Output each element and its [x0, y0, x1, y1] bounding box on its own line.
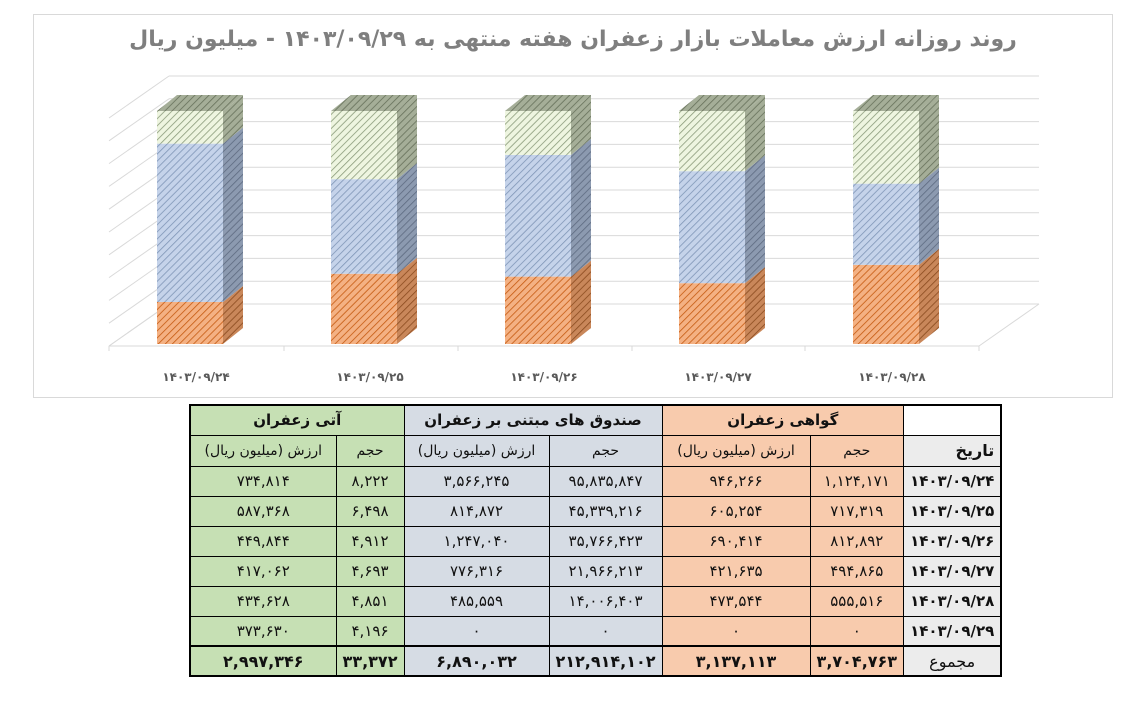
chart-frame: روند روزانه ارزش معاملات بازار زعفران هف… [33, 14, 1113, 398]
fund-volume: ۲۱,۹۶۶,۲۱۳ [548, 555, 663, 587]
row-date: ۱۴۰۳/۰۹/۲۶ [903, 525, 1002, 557]
cert-volume: ۰ [809, 615, 905, 647]
fund-value: ۱,۲۴۷,۰۴۰ [403, 525, 550, 557]
futures-value: ۳۷۳,۶۳۰ [189, 615, 337, 647]
cert-value: ۰ [661, 615, 811, 647]
total-futures-value: ۲,۹۹۷,۳۴۶ [189, 645, 337, 677]
empty-corner-cell [903, 405, 1002, 436]
table-total-row: مجموع ۳,۷۰۴,۷۶۳ ۳,۱۳۷,۱۱۳ ۲۱۲,۹۱۴,۱۰۲ ۶,… [189, 645, 1002, 677]
table-group-header-row: گواهی زعفران صندوق های مبتنی بر زعفران آ… [189, 404, 1002, 436]
futures-volume: ۴,۹۱۲ [335, 525, 405, 557]
fund-value: ۴۸۵,۵۵۹ [403, 585, 550, 617]
futures-volume: ۴,۶۹۳ [335, 555, 405, 587]
total-fund-volume: ۲۱۲,۹۱۴,۱۰۲ [548, 645, 663, 677]
fund-volume: ۰ [548, 615, 663, 647]
x-axis-label: ۱۴۰۳/۰۹/۲۷ [684, 370, 752, 384]
x-axis-label: ۱۴۰۳/۰۹/۲۴ [162, 370, 229, 384]
fund-volume: ۱۴,۰۰۶,۴۰۳ [548, 585, 663, 617]
x-axis-label: ۱۴۰۳/۰۹/۲۸ [858, 370, 926, 384]
table-row: ۱۴۰۳/۰۹/۲۹ ۰ ۰ ۰ ۰ ۴,۱۹۶ ۳۷۳,۶۳۰ [189, 615, 1002, 647]
total-futures-volume: ۳۳,۳۷۲ [335, 645, 405, 677]
fund-volume: ۴۵,۳۳۹,۲۱۶ [548, 495, 663, 527]
table-row: ۱۴۰۳/۰۹/۲۷ ۴۹۴,۸۶۵ ۴۲۱,۶۳۵ ۲۱,۹۶۶,۲۱۳ ۷۷… [189, 555, 1002, 587]
futures-volume-header: حجم [335, 434, 405, 467]
fund-volume: ۳۵,۷۶۶,۴۲۳ [548, 525, 663, 557]
futures-value-header: ارزش (میلیون ریال) [189, 434, 337, 467]
row-date: ۱۴۰۳/۰۹/۲۵ [903, 495, 1002, 527]
fund-volume-header: حجم [548, 434, 663, 467]
fund-value-header: ارزش (میلیون ریال) [403, 434, 550, 467]
saffron-trades-table: گواهی زعفران صندوق های مبتنی بر زعفران آ… [189, 404, 1003, 677]
stacked-bar-chart: ۱۴۰۳/۰۹/۲۴ ۱۴۰۳/۰۹/۲۵ ۱۴۰۳/۰۹/۲۶ ۱۴۰۳/۰۹/۲۷… [108, 75, 1040, 384]
bars [157, 95, 939, 344]
table-row: ۱۴۰۳/۰۹/۲۵ ۷۱۷,۳۱۹ ۶۰۵,۲۵۴ ۴۵,۳۳۹,۲۱۶ ۸۱… [189, 495, 1002, 527]
cert-volume: ۵۵۵,۵۱۶ [809, 585, 905, 617]
cert-value: ۹۴۶,۲۶۶ [661, 465, 811, 497]
group-header-futures: آتی زعفران [189, 404, 405, 436]
fund-value: ۳,۵۶۶,۲۴۵ [403, 465, 550, 497]
cert-volume: ۸۱۲,۸۹۲ [809, 525, 905, 557]
fund-value: ۷۷۶,۳۱۶ [403, 555, 550, 587]
table-row: ۱۴۰۳/۰۹/۲۴ ۱,۱۲۴,۱۷۱ ۹۴۶,۲۶۶ ۹۵,۸۳۵,۸۴۷ … [189, 465, 1002, 497]
cert-volume-header: حجم [809, 434, 905, 467]
chart-title: روند روزانه ارزش معاملات بازار زعفران هف… [129, 27, 1017, 52]
futures-value: ۴۳۴,۶۲۸ [189, 585, 337, 617]
row-date: ۱۴۰۳/۰۹/۲۹ [903, 615, 1002, 647]
cert-value-header: ارزش (میلیون ریال) [661, 434, 811, 467]
group-header-certificate: گواهی زعفران [661, 404, 905, 436]
row-date: ۱۴۰۳/۰۹/۲۸ [903, 585, 1002, 617]
cert-value: ۴۲۱,۶۳۵ [661, 555, 811, 587]
total-cert-value: ۳,۱۳۷,۱۱۳ [661, 645, 811, 677]
fund-value: ۸۱۴,۸۷۲ [403, 495, 550, 527]
futures-value: ۴۴۹,۸۴۴ [189, 525, 337, 557]
cert-value: ۶۰۵,۲۵۴ [661, 495, 811, 527]
row-date: ۱۴۰۳/۰۹/۲۴ [903, 465, 1002, 497]
row-date: ۱۴۰۳/۰۹/۲۷ [903, 555, 1002, 587]
cert-value: ۴۷۳,۵۴۴ [661, 585, 811, 617]
total-cert-volume: ۳,۷۰۴,۷۶۳ [809, 645, 905, 677]
futures-value: ۷۳۴,۸۱۴ [189, 465, 337, 497]
futures-value: ۴۱۷,۰۶۲ [189, 555, 337, 587]
fund-value: ۰ [403, 615, 550, 647]
futures-volume: ۸,۲۲۲ [335, 465, 405, 497]
futures-value: ۵۸۷,۳۶۸ [189, 495, 337, 527]
table-row: ۱۴۰۳/۰۹/۲۶ ۸۱۲,۸۹۲ ۶۹۰,۴۱۴ ۳۵,۷۶۶,۴۲۳ ۱,… [189, 525, 1002, 557]
futures-volume: ۴,۸۵۱ [335, 585, 405, 617]
table-sub-header-row: تاریخ حجم ارزش (میلیون ریال) حجم ارزش (م… [189, 434, 1002, 467]
x-axis-label: ۱۴۰۳/۰۹/۲۶ [510, 370, 577, 384]
x-axis-label: ۱۴۰۳/۰۹/۲۵ [336, 370, 403, 384]
cert-volume: ۴۹۴,۸۶۵ [809, 555, 905, 587]
cert-volume: ۱,۱۲۴,۱۷۱ [809, 465, 905, 497]
futures-volume: ۴,۱۹۶ [335, 615, 405, 647]
fund-volume: ۹۵,۸۳۵,۸۴۷ [548, 465, 663, 497]
total-fund-value: ۶,۸۹۰,۰۳۲ [403, 645, 550, 677]
futures-volume: ۶,۴۹۸ [335, 495, 405, 527]
x-axis-labels: ۱۴۰۳/۰۹/۲۴ ۱۴۰۳/۰۹/۲۵ ۱۴۰۳/۰۹/۲۶ ۱۴۰۳/۰۹/۲۷… [162, 370, 926, 384]
cert-value: ۶۹۰,۴۱۴ [661, 525, 811, 557]
date-header: تاریخ [903, 434, 1002, 467]
total-label: مجموع [903, 645, 1002, 677]
table-row: ۱۴۰۳/۰۹/۲۸ ۵۵۵,۵۱۶ ۴۷۳,۵۴۴ ۱۴,۰۰۶,۴۰۳ ۴۸… [189, 585, 1002, 617]
cert-volume: ۷۱۷,۳۱۹ [809, 495, 905, 527]
group-header-funds: صندوق های مبتنی بر زعفران [403, 404, 663, 436]
